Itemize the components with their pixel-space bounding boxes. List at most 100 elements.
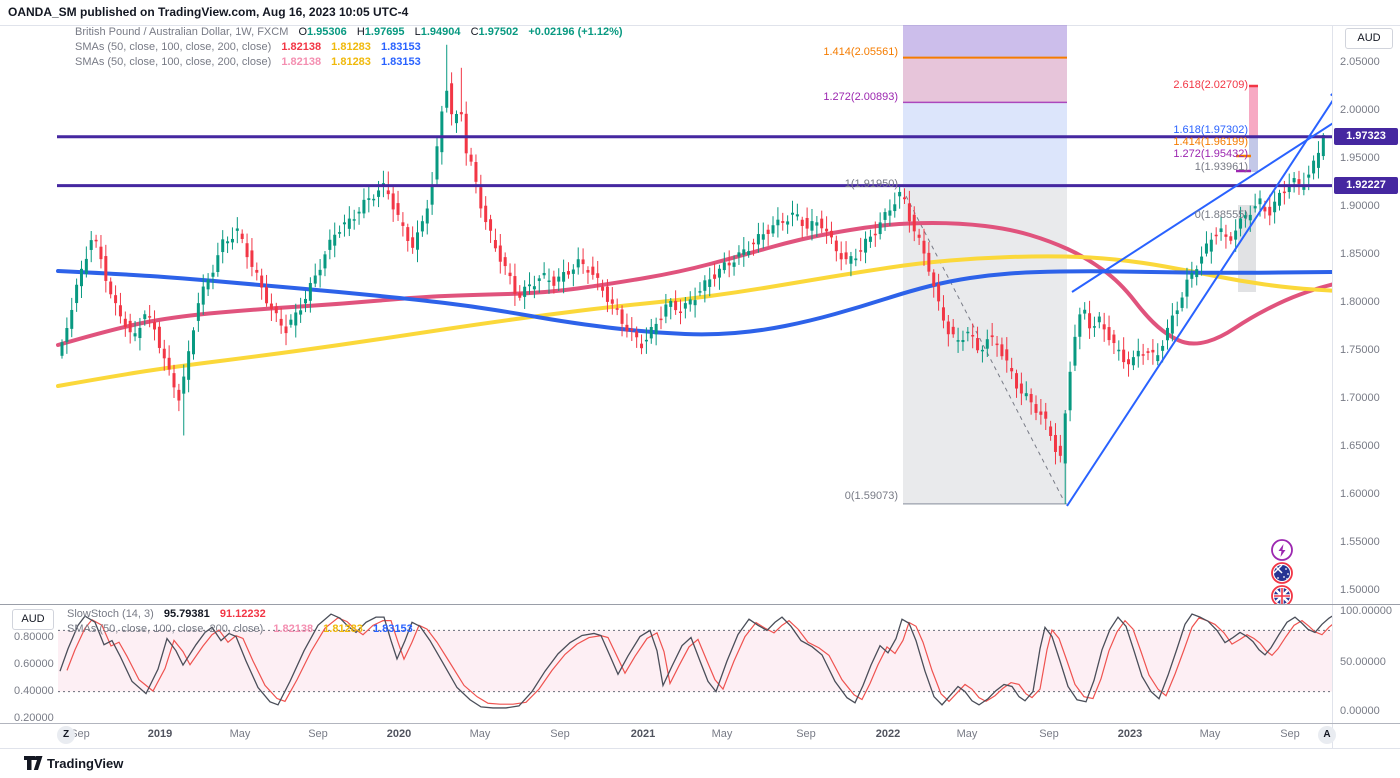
sma100-value: 1.81283	[331, 41, 371, 53]
sma-legend-2[interactable]: SMAs (50, close, 100, close, 200, close)…	[75, 55, 623, 70]
sma200-value: 1.83153	[380, 41, 421, 53]
currency-button-indicator[interactable]: AUD	[12, 609, 54, 630]
time-label[interactable]: Sep	[308, 728, 328, 740]
stoch-d-line[interactable]	[66, 617, 1338, 705]
stoch-name: SlowStoch (14, 3)	[67, 608, 154, 620]
adjust-button[interactable]: A	[1318, 726, 1336, 744]
ohlc-close-label: C	[470, 26, 479, 38]
main-pane[interactable]	[56, 25, 1341, 606]
time-label[interactable]: 2021	[630, 728, 656, 740]
ohlc-open-value: 1.95306	[307, 26, 347, 38]
sma200-line[interactable]	[56, 269, 1338, 337]
time-label[interactable]: May	[711, 728, 733, 740]
economic-event-icon[interactable]	[1271, 539, 1293, 561]
fib-band-2[interactable]	[903, 102, 1067, 189]
price-tick: 1.65000	[1340, 440, 1380, 452]
ext-gray-column[interactable]	[1238, 205, 1256, 292]
time-label[interactable]: Sep	[1039, 728, 1059, 740]
sma50-value: 1.82138	[281, 41, 322, 53]
price-tick: 1.75000	[1340, 344, 1380, 356]
tradingview-logo-icon[interactable]	[24, 755, 43, 772]
sma100-line[interactable]	[56, 254, 1338, 388]
fib-retracement-label[interactable]: 1.272(2.00893)	[823, 91, 898, 103]
fib-extension-label[interactable]: 1.272(1.95432)	[1173, 148, 1248, 160]
fib-extension-label[interactable]: 1(1.93961)	[1194, 161, 1248, 173]
ind-sma100-value: 1.81283	[323, 623, 363, 635]
australia-flag-icon[interactable]	[1271, 562, 1293, 584]
fib-band-3[interactable]	[903, 188, 1067, 504]
fib-retracement-label[interactable]: 1.414(2.05561)	[823, 46, 898, 58]
ohlc-open-label: O	[298, 26, 307, 38]
price-tick: 1.95000	[1340, 152, 1380, 164]
price-axis-separator	[1332, 25, 1333, 748]
ind-sma-label: SMAs (50, close, 100, close, 200, close)	[67, 623, 264, 635]
indicator-left-tick: 0.20000	[14, 712, 54, 724]
indicator-left-tick: 0.60000	[14, 658, 54, 670]
symbol-legend[interactable]: British Pound / Australian Dollar, 1W, F…	[75, 25, 623, 70]
uk-flag	[1274, 588, 1290, 604]
indicator-left-tick: 0.40000	[14, 685, 54, 697]
fib-extension-label[interactable]: 1.618(1.97302)	[1173, 124, 1248, 136]
time-label[interactable]: May	[229, 728, 251, 740]
fib-band-1[interactable]	[903, 57, 1067, 103]
currency-button-main[interactable]: AUD	[1345, 28, 1393, 49]
trendline-1[interactable]	[1066, 88, 1341, 507]
stoch-k-value: 95.79381	[163, 608, 210, 620]
time-label[interactable]: Sep	[550, 728, 570, 740]
ohlc-high-label: H	[356, 26, 365, 38]
fib-band-0[interactable]	[903, 25, 1067, 58]
sma200b-value: 1.83153	[380, 56, 421, 68]
time-label[interactable]: Sep	[1280, 728, 1300, 740]
attribution-text: OANDA_SM published on TradingView.com, A…	[8, 5, 409, 19]
fib-retracement-label[interactable]: 0(1.59073)	[844, 490, 898, 502]
ext-lavender-column[interactable]	[1249, 137, 1258, 172]
time-label[interactable]: Sep	[70, 728, 90, 740]
price-badge[interactable]: 1.97323	[1334, 128, 1398, 145]
fib-retracement-label[interactable]: 1(1.91950)	[844, 178, 898, 190]
price-badge[interactable]: 1.92227	[1334, 177, 1398, 194]
fib-extension-label[interactable]: 1.414(1.96199)	[1173, 136, 1248, 148]
price-tick: 1.70000	[1340, 392, 1380, 404]
fib-diagonal[interactable]	[905, 195, 1065, 502]
time-axis-divider	[0, 723, 1400, 724]
fib-extension-label[interactable]: 2.618(2.02709)	[1173, 79, 1248, 91]
ind-sma-legend[interactable]: SMAs (50, close, 100, close, 200, close)…	[67, 622, 413, 637]
time-label[interactable]: 2022	[875, 728, 901, 740]
trendline-arrowhead	[1330, 93, 1332, 97]
time-label[interactable]: May	[469, 728, 491, 740]
sma-legend-1[interactable]: SMAs (50, close, 100, close, 200, close)…	[75, 40, 623, 55]
price-tick: 1.50000	[1340, 584, 1380, 596]
time-label[interactable]: 2020	[386, 728, 412, 740]
sma-legend-1-label: SMAs (50, close, 100, close, 200, close)	[75, 41, 272, 53]
time-label[interactable]: May	[956, 728, 978, 740]
candles[interactable]	[60, 44, 1325, 504]
stoch-k-line[interactable]	[59, 613, 1335, 709]
ohlc-close-value: 1.97502	[478, 26, 519, 38]
stoch-legend[interactable]: SlowStoch (14, 3) 95.79381 91.12232 SMAs…	[67, 607, 413, 637]
trendline-2[interactable]	[1071, 118, 1341, 293]
time-label[interactable]: Sep	[796, 728, 816, 740]
time-label[interactable]: 2019	[147, 728, 173, 740]
ext-pink-column[interactable]	[1249, 86, 1258, 137]
ohlc-high-value: 1.97695	[364, 26, 405, 38]
time-label[interactable]: 2023	[1117, 728, 1143, 740]
change-value: +0.02196 (+1.12%)	[528, 26, 623, 38]
indicator-right-tick: 0.00000	[1340, 705, 1380, 717]
sma50-line[interactable]	[56, 220, 1338, 347]
fib-extension-label[interactable]: 0(1.88555)	[1194, 209, 1248, 221]
price-tick: 1.55000	[1340, 536, 1380, 548]
time-label[interactable]: May	[1199, 728, 1221, 740]
footer-brand[interactable]: TradingView	[47, 756, 124, 771]
ind-sma50-value: 1.82138	[273, 623, 314, 635]
sma-legend-2-label: SMAs (50, close, 100, close, 200, close)	[75, 56, 272, 68]
price-tick: 1.60000	[1340, 488, 1380, 500]
timezone-button[interactable]: Z	[57, 726, 75, 744]
ind-sma200-value: 1.83153	[372, 623, 413, 635]
stoch-pane[interactable]	[58, 613, 1338, 709]
price-tick: 2.00000	[1340, 104, 1380, 116]
price-tick: 1.85000	[1340, 248, 1380, 260]
uk-flag-icon[interactable]	[1271, 585, 1293, 606]
pane-divider[interactable]	[0, 604, 1400, 605]
